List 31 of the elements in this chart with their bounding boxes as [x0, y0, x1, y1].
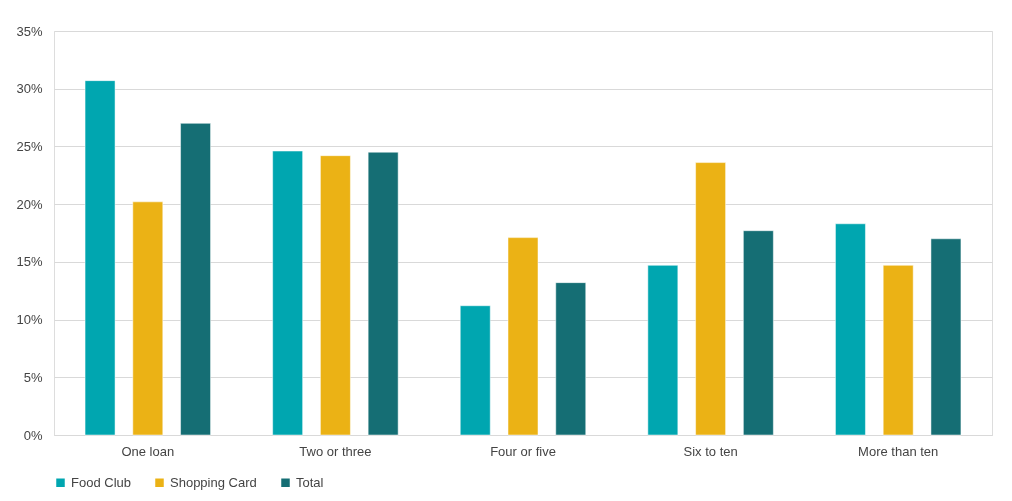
- bar: [272, 150, 303, 436]
- legend-label: Total: [296, 474, 324, 490]
- y-tick-label: 0%: [23, 427, 43, 443]
- bar: [320, 155, 351, 436]
- bar: [930, 238, 962, 436]
- y-tick-label: 5%: [23, 369, 43, 385]
- bar: [882, 265, 914, 436]
- y-tick-label: 20%: [16, 196, 43, 212]
- y-tick-label: 30%: [16, 81, 43, 97]
- bar: [367, 151, 399, 436]
- y-tick-label: 25%: [16, 138, 43, 154]
- bar: [647, 265, 679, 436]
- x-tick-label: Four or five: [490, 443, 556, 459]
- bar: [460, 305, 491, 436]
- bar: [835, 223, 866, 436]
- bar: [743, 230, 774, 436]
- bar: [180, 123, 211, 436]
- y-tick-label: 15%: [16, 254, 43, 270]
- bar: [132, 201, 164, 436]
- x-tick-label: More than ten: [858, 443, 939, 459]
- legend-label: Shopping Card: [170, 474, 257, 490]
- bar: [84, 80, 116, 436]
- bar: [555, 282, 586, 436]
- legend-label: Food Club: [71, 474, 131, 490]
- y-tick-label: 35%: [16, 23, 43, 39]
- y-tick-label: 10%: [16, 312, 43, 328]
- bar: [507, 237, 539, 436]
- bar: [695, 162, 726, 436]
- x-tick-label: Two or three: [299, 443, 372, 459]
- x-tick-label: One loan: [121, 443, 175, 459]
- x-tick-label: Six to ten: [683, 443, 738, 459]
